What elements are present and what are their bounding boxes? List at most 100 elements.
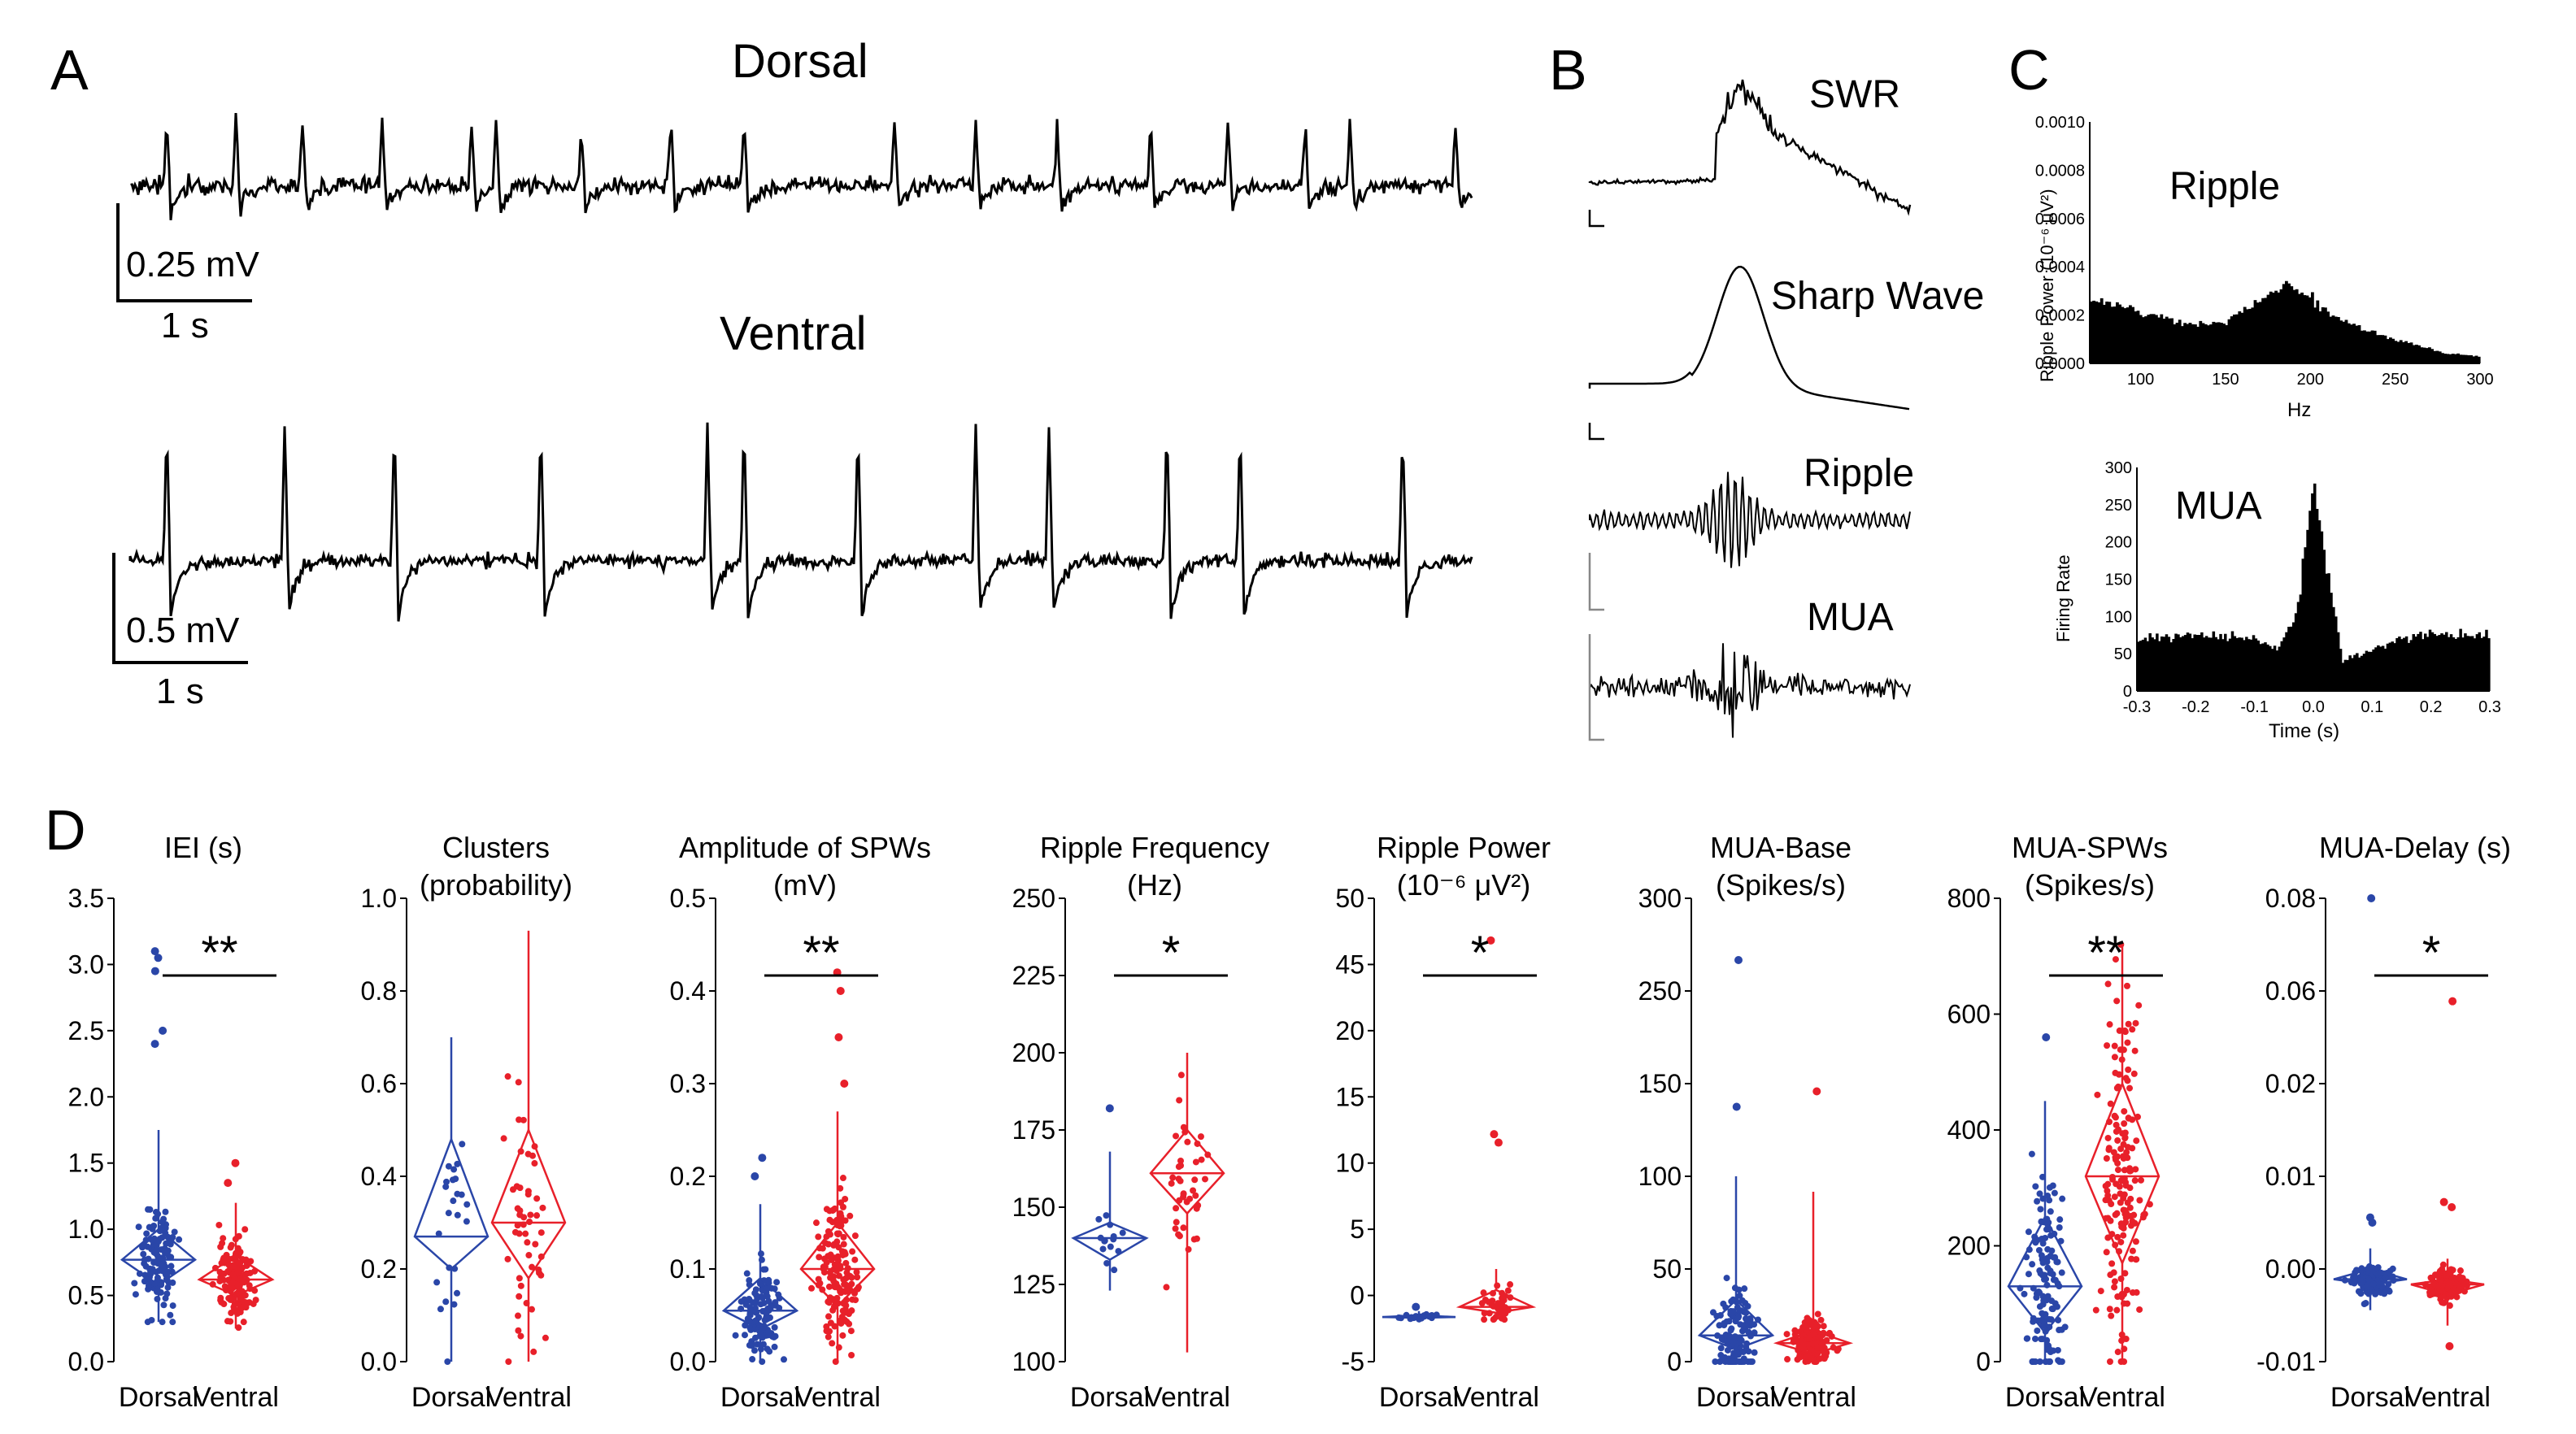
- data-point: [176, 1236, 183, 1243]
- y-tick-label: 250: [1012, 884, 1055, 913]
- y-tick-label: 200: [1012, 1038, 1055, 1067]
- data-point: [839, 1175, 846, 1182]
- data-point: [851, 1256, 859, 1263]
- plot-title: MUA-Delay (s): [2319, 831, 2511, 864]
- data-point: [1180, 1224, 1187, 1232]
- data-point: [842, 1275, 850, 1282]
- swr-trace: [1588, 79, 1912, 216]
- histogram-bar: [2224, 633, 2227, 691]
- y-tick-label: 125: [1012, 1270, 1055, 1299]
- data-point: [1172, 1225, 1179, 1232]
- data-point: [771, 1343, 778, 1350]
- histogram-bar: [2417, 633, 2420, 691]
- y-tick-label: 175: [1012, 1115, 1055, 1145]
- data-point: [2130, 1070, 2138, 1077]
- histogram-bar: [2485, 629, 2488, 691]
- y-tick-label: 0.0002: [2035, 307, 2085, 325]
- data-point: [838, 1313, 846, 1320]
- panel-b-letter: B: [1549, 38, 1587, 102]
- histogram-bar: [2169, 642, 2173, 691]
- histogram-bar: [2103, 304, 2106, 363]
- data-point: [825, 1298, 832, 1306]
- histogram-bar: [2438, 351, 2442, 363]
- y-tick-label: 250: [2105, 497, 2132, 515]
- data-point: [1806, 1335, 1813, 1342]
- ventral-scale-y-label: 0.5 mV: [126, 611, 240, 650]
- data-point: [2056, 1216, 2064, 1223]
- histogram-bar: [2243, 640, 2246, 691]
- data-point: [2034, 1327, 2041, 1334]
- data-point: [221, 1255, 228, 1262]
- data-point: [773, 1279, 781, 1286]
- data-point: [445, 1162, 452, 1170]
- histogram-bar: [2415, 344, 2418, 363]
- y-tick-label: 1.0: [68, 1215, 104, 1244]
- group-label: Dorsal: [1070, 1382, 1150, 1413]
- y-tick-label: 250: [1638, 976, 1682, 1006]
- data-point: [2050, 1254, 2057, 1261]
- histogram-bar: [2311, 493, 2314, 691]
- histogram-bar: [2100, 298, 2104, 363]
- data-point: [1190, 1236, 1198, 1243]
- histogram-bar: [2292, 289, 2296, 363]
- data-point: [1175, 1175, 1182, 1183]
- histogram-bar: [2198, 635, 2201, 691]
- histogram-bar: [2363, 330, 2366, 363]
- data-point: [837, 1210, 844, 1217]
- y-tick-label: 0.01: [2265, 1162, 2316, 1191]
- data-point: [812, 1219, 820, 1227]
- histogram-bar: [2090, 301, 2093, 363]
- data-point: [772, 1299, 779, 1306]
- significance-stars: **: [803, 927, 839, 980]
- dorsal-scale-x-label: 1 s: [161, 306, 209, 345]
- histogram-bar: [2108, 302, 2112, 363]
- data-point: [766, 1348, 773, 1355]
- data-point: [2125, 1020, 2132, 1028]
- group-label: Ventral: [794, 1382, 881, 1413]
- outlier-point: [751, 1172, 759, 1180]
- trace-label-ripple: Ripple: [1804, 452, 1914, 495]
- outlier-point: [2367, 894, 2376, 902]
- data-point: [842, 1259, 850, 1267]
- data-point: [760, 1299, 768, 1306]
- outlier-point: [159, 1026, 168, 1035]
- histogram-bar: [2456, 637, 2460, 691]
- histogram-bar: [2201, 323, 2205, 363]
- data-point: [842, 1309, 850, 1316]
- data-point: [772, 1332, 779, 1340]
- data-point: [1499, 1295, 1506, 1302]
- histogram-bar: [2362, 654, 2366, 691]
- data-point: [1481, 1316, 1488, 1323]
- histogram-bar: [2459, 628, 2462, 691]
- data-point: [2118, 1177, 2126, 1184]
- data-point: [450, 1197, 457, 1205]
- x-tick-label: 0.3: [2478, 698, 2501, 716]
- histogram-bar: [2464, 354, 2468, 363]
- data-point: [1183, 1198, 1190, 1206]
- histogram-bar: [2423, 633, 2427, 691]
- data-point: [532, 1241, 539, 1248]
- histogram-bar: [2243, 306, 2247, 363]
- data-point: [1742, 1315, 1749, 1323]
- y-tick-label: 0.06: [2265, 976, 2316, 1006]
- histogram-bar: [2230, 631, 2234, 691]
- data-point: [752, 1298, 759, 1306]
- histogram-bar: [2447, 637, 2451, 691]
- data-point: [1107, 1243, 1114, 1250]
- data-point: [831, 1205, 838, 1212]
- y-tick-label: 200: [1947, 1232, 1991, 1261]
- histogram-bar: [2448, 354, 2452, 363]
- histogram-bar: [2220, 322, 2223, 363]
- histogram-bar: [2209, 324, 2213, 363]
- data-point: [835, 1272, 842, 1280]
- histogram-bar: [2238, 637, 2241, 691]
- histogram-bar: [2435, 350, 2439, 363]
- data-point: [2105, 1146, 2113, 1154]
- histogram-bar: [2269, 645, 2272, 691]
- data-point: [1737, 1358, 1744, 1365]
- data-point: [2048, 1306, 2056, 1313]
- data-point: [1725, 1318, 1733, 1325]
- histogram-bar: [2353, 654, 2356, 691]
- group-label: Dorsal: [2330, 1382, 2410, 1413]
- histogram-bar: [2181, 636, 2185, 691]
